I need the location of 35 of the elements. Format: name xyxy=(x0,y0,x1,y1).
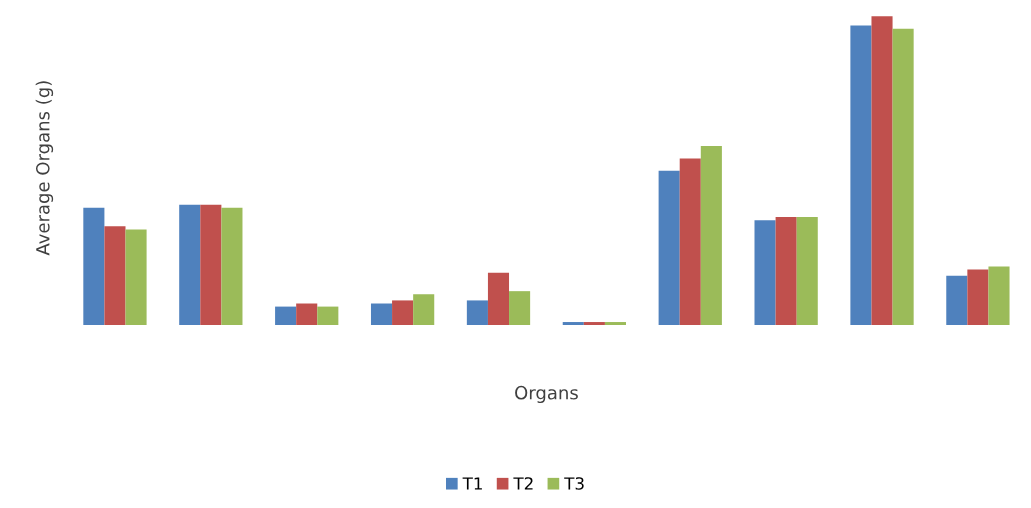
bar xyxy=(83,207,105,326)
bar xyxy=(413,294,435,326)
bar xyxy=(946,275,968,326)
bar xyxy=(871,16,893,326)
bar xyxy=(392,300,414,326)
bar xyxy=(104,226,126,326)
bar xyxy=(179,204,201,326)
bar xyxy=(604,322,627,326)
bar xyxy=(967,269,989,326)
bar xyxy=(775,217,797,326)
bar xyxy=(892,28,914,326)
legend-label: T1 xyxy=(462,477,482,490)
bar xyxy=(583,322,605,326)
bar xyxy=(370,303,393,326)
bar xyxy=(796,217,818,326)
bar xyxy=(466,300,488,326)
bar xyxy=(296,303,318,326)
bar xyxy=(988,266,1010,326)
x-axis-title: Organs xyxy=(515,385,578,404)
bar xyxy=(679,158,701,326)
bar xyxy=(317,306,339,326)
bar xyxy=(200,204,222,326)
bar xyxy=(658,170,680,326)
bar xyxy=(125,229,147,326)
bar xyxy=(754,220,776,326)
bar xyxy=(221,207,243,326)
bar xyxy=(700,146,722,326)
bar xyxy=(562,322,584,326)
bar xyxy=(509,291,531,326)
legend-label: T3 xyxy=(564,477,584,490)
bar xyxy=(275,306,297,326)
bar xyxy=(487,272,510,326)
legend-label: T2 xyxy=(513,477,533,490)
bar xyxy=(850,25,872,326)
y-axis-title: Average Organs (g) xyxy=(35,81,54,256)
